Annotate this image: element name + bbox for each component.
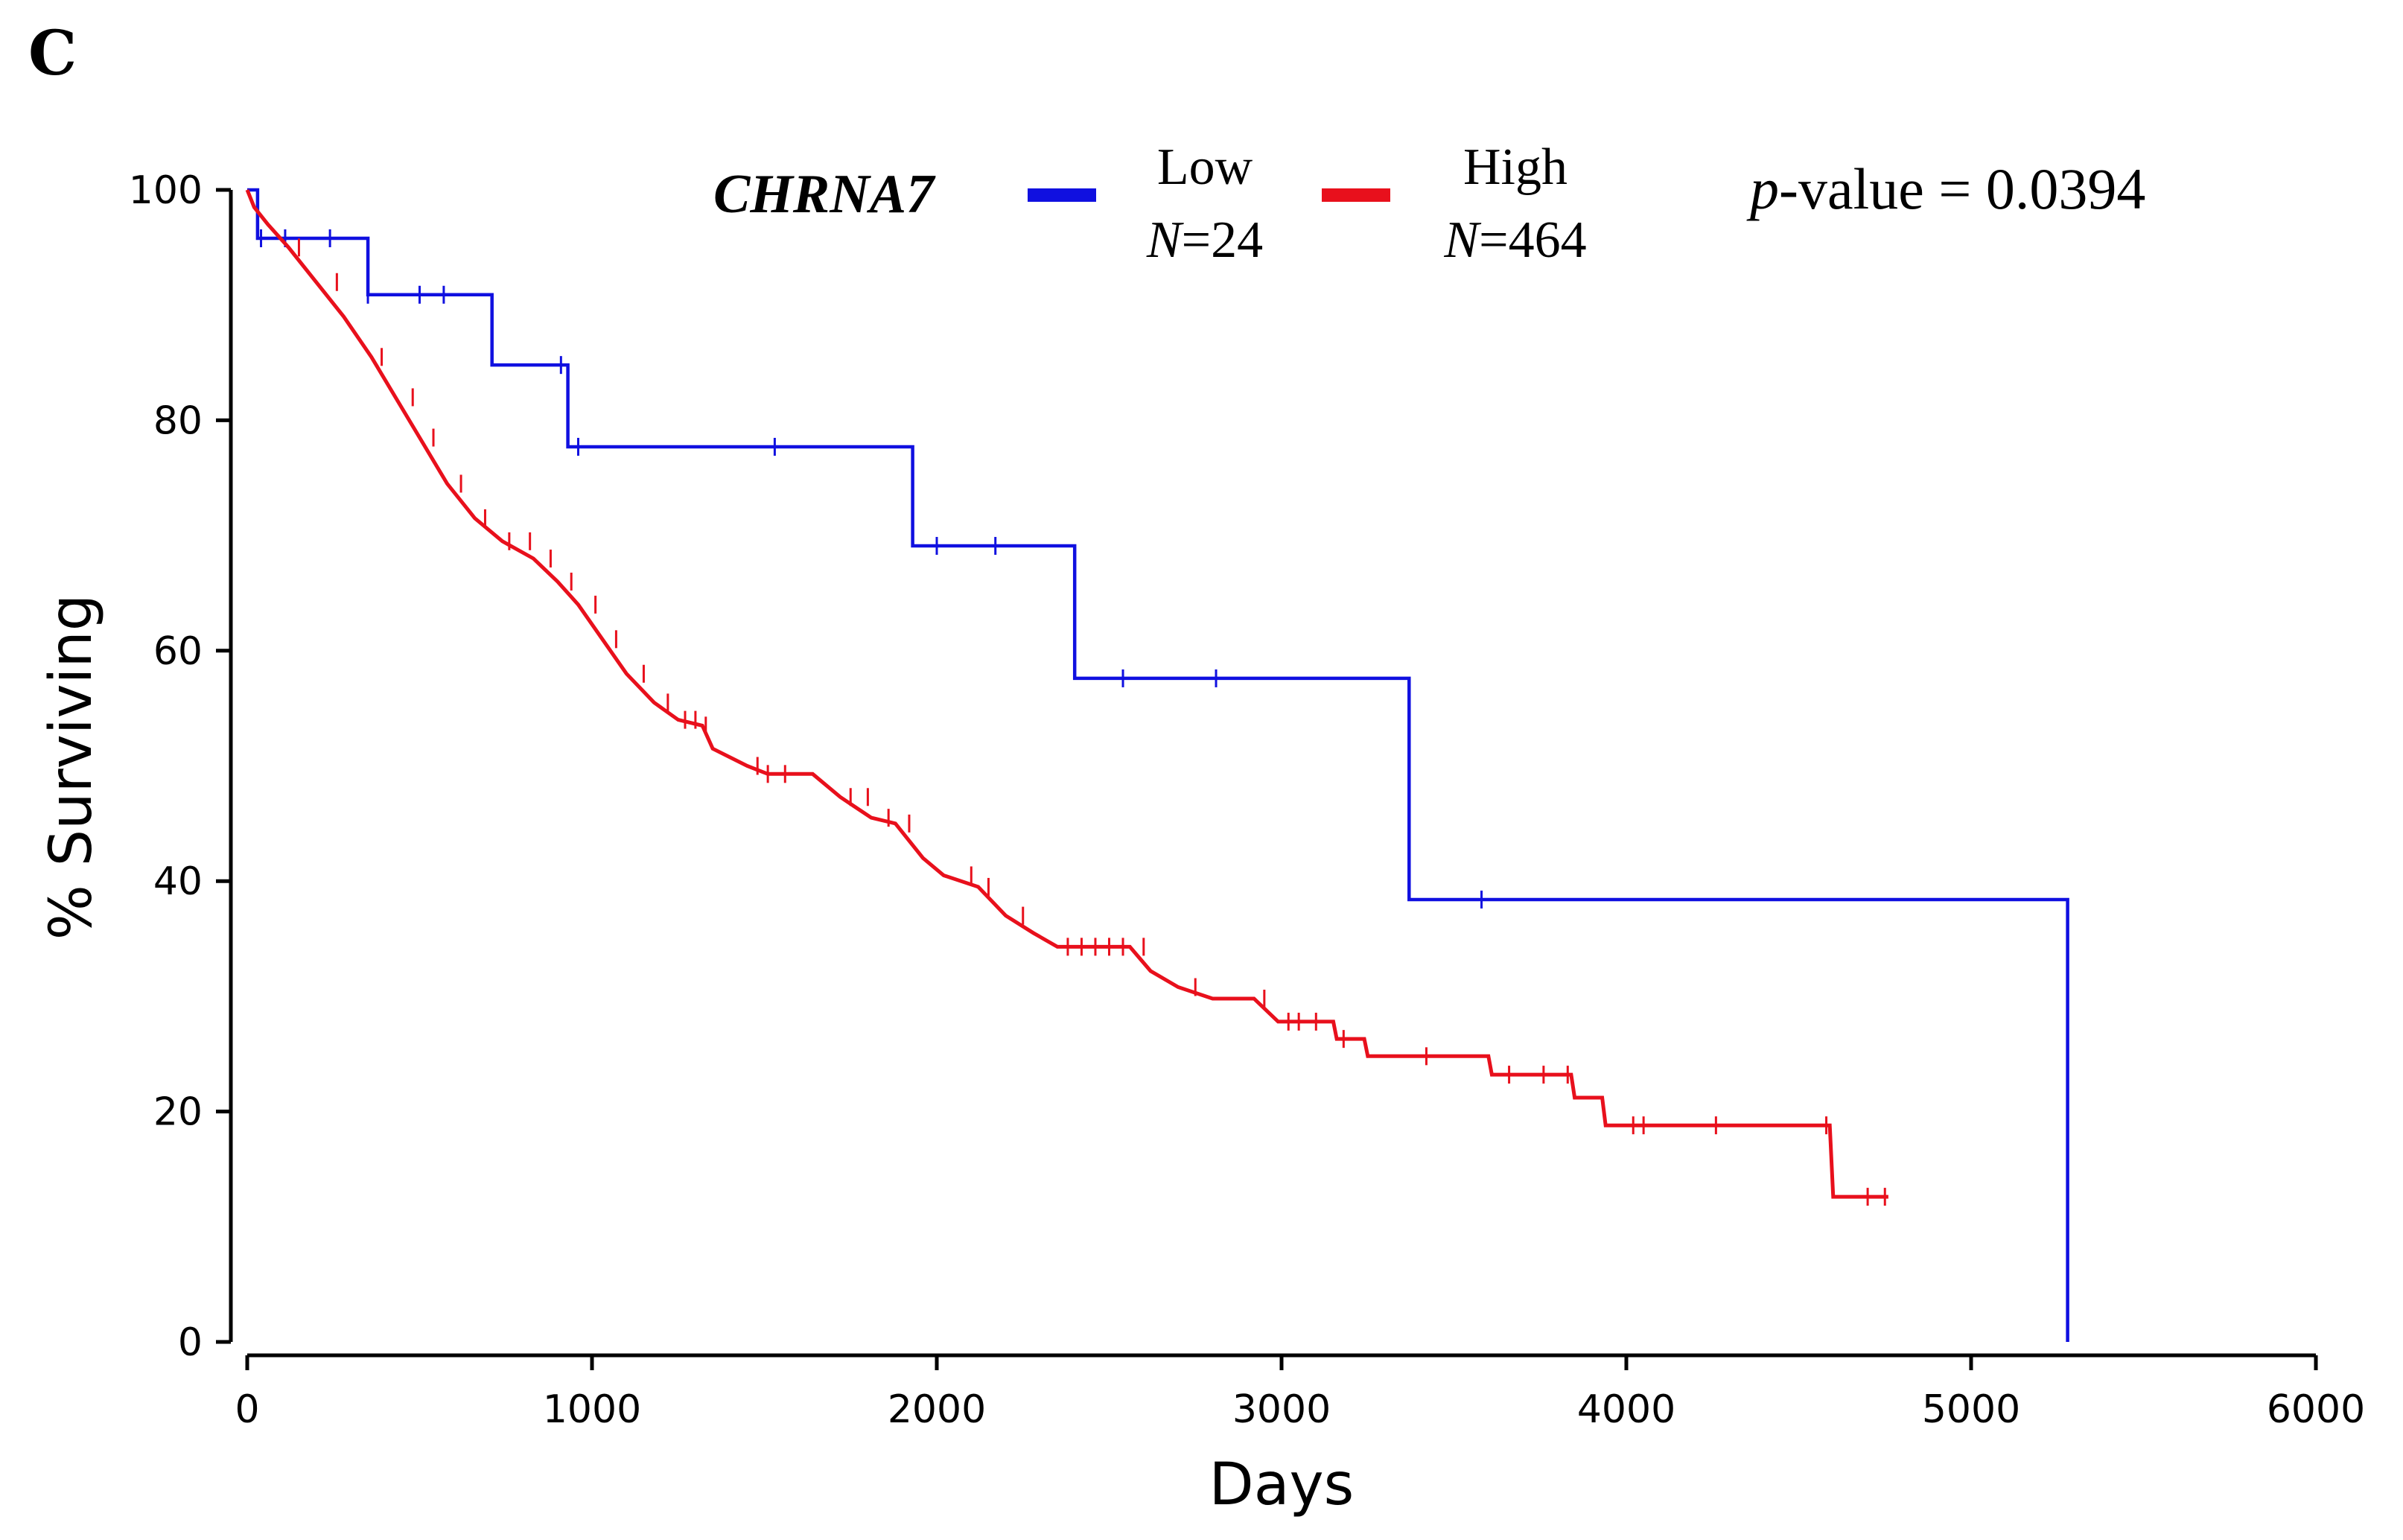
legend-n-high: N=464 <box>1443 211 1586 269</box>
series-low <box>247 188 2069 1342</box>
x-tick-label: 6000 <box>2267 1387 2365 1432</box>
x-tick-label: 5000 <box>1922 1387 2020 1432</box>
p-value-text: -value = 0.0394 <box>1779 156 2145 221</box>
survival-curve-low <box>247 188 2069 1342</box>
legend-n-low: N=24 <box>1146 211 1263 269</box>
x-tick-label: 0 <box>235 1387 259 1432</box>
legend-n-prefix-low: N <box>1146 211 1184 269</box>
panel-label: C <box>28 18 77 89</box>
plot-series <box>245 188 2069 1342</box>
y-tick-label: 20 <box>153 1090 203 1135</box>
survival-curve-high <box>245 189 1888 1199</box>
series-high <box>245 189 1888 1206</box>
legend-label-high: High <box>1463 139 1567 196</box>
y-tick-label: 100 <box>129 168 203 213</box>
x-tick-label: 4000 <box>1577 1387 1675 1432</box>
y-axis-label: % Surviving <box>38 594 105 941</box>
y-axis-ticks: 0 20 40 60 80 100 <box>129 168 231 1365</box>
x-tick-label: 2000 <box>888 1387 986 1432</box>
legend-label-low: Low <box>1157 139 1253 196</box>
legend: CHRNA7 Low N=24 High N=464 <box>713 139 1587 269</box>
p-value-italic: p <box>1746 156 1779 221</box>
legend-title: CHRNA7 <box>713 164 936 225</box>
x-tick-label: 1000 <box>543 1387 641 1432</box>
p-value: p-value = 0.0394 <box>1746 156 2145 221</box>
y-tick-label: 0 <box>178 1320 203 1365</box>
legend-swatch-low <box>1028 188 1096 202</box>
y-tick-label: 60 <box>153 629 203 674</box>
legend-swatch-high <box>1322 188 1390 202</box>
x-axis-ticks: 0 1000 2000 3000 4000 5000 6000 <box>235 1355 2365 1432</box>
y-tick-label: 40 <box>153 859 203 904</box>
x-axis-label: Days <box>1209 1451 1355 1518</box>
x-tick-label: 3000 <box>1232 1387 1331 1432</box>
legend-n-value-high: =464 <box>1479 211 1586 269</box>
legend-n-value-low: =24 <box>1182 211 1263 269</box>
legend-n-prefix-high: N <box>1443 211 1481 269</box>
y-tick-label: 80 <box>153 398 203 443</box>
